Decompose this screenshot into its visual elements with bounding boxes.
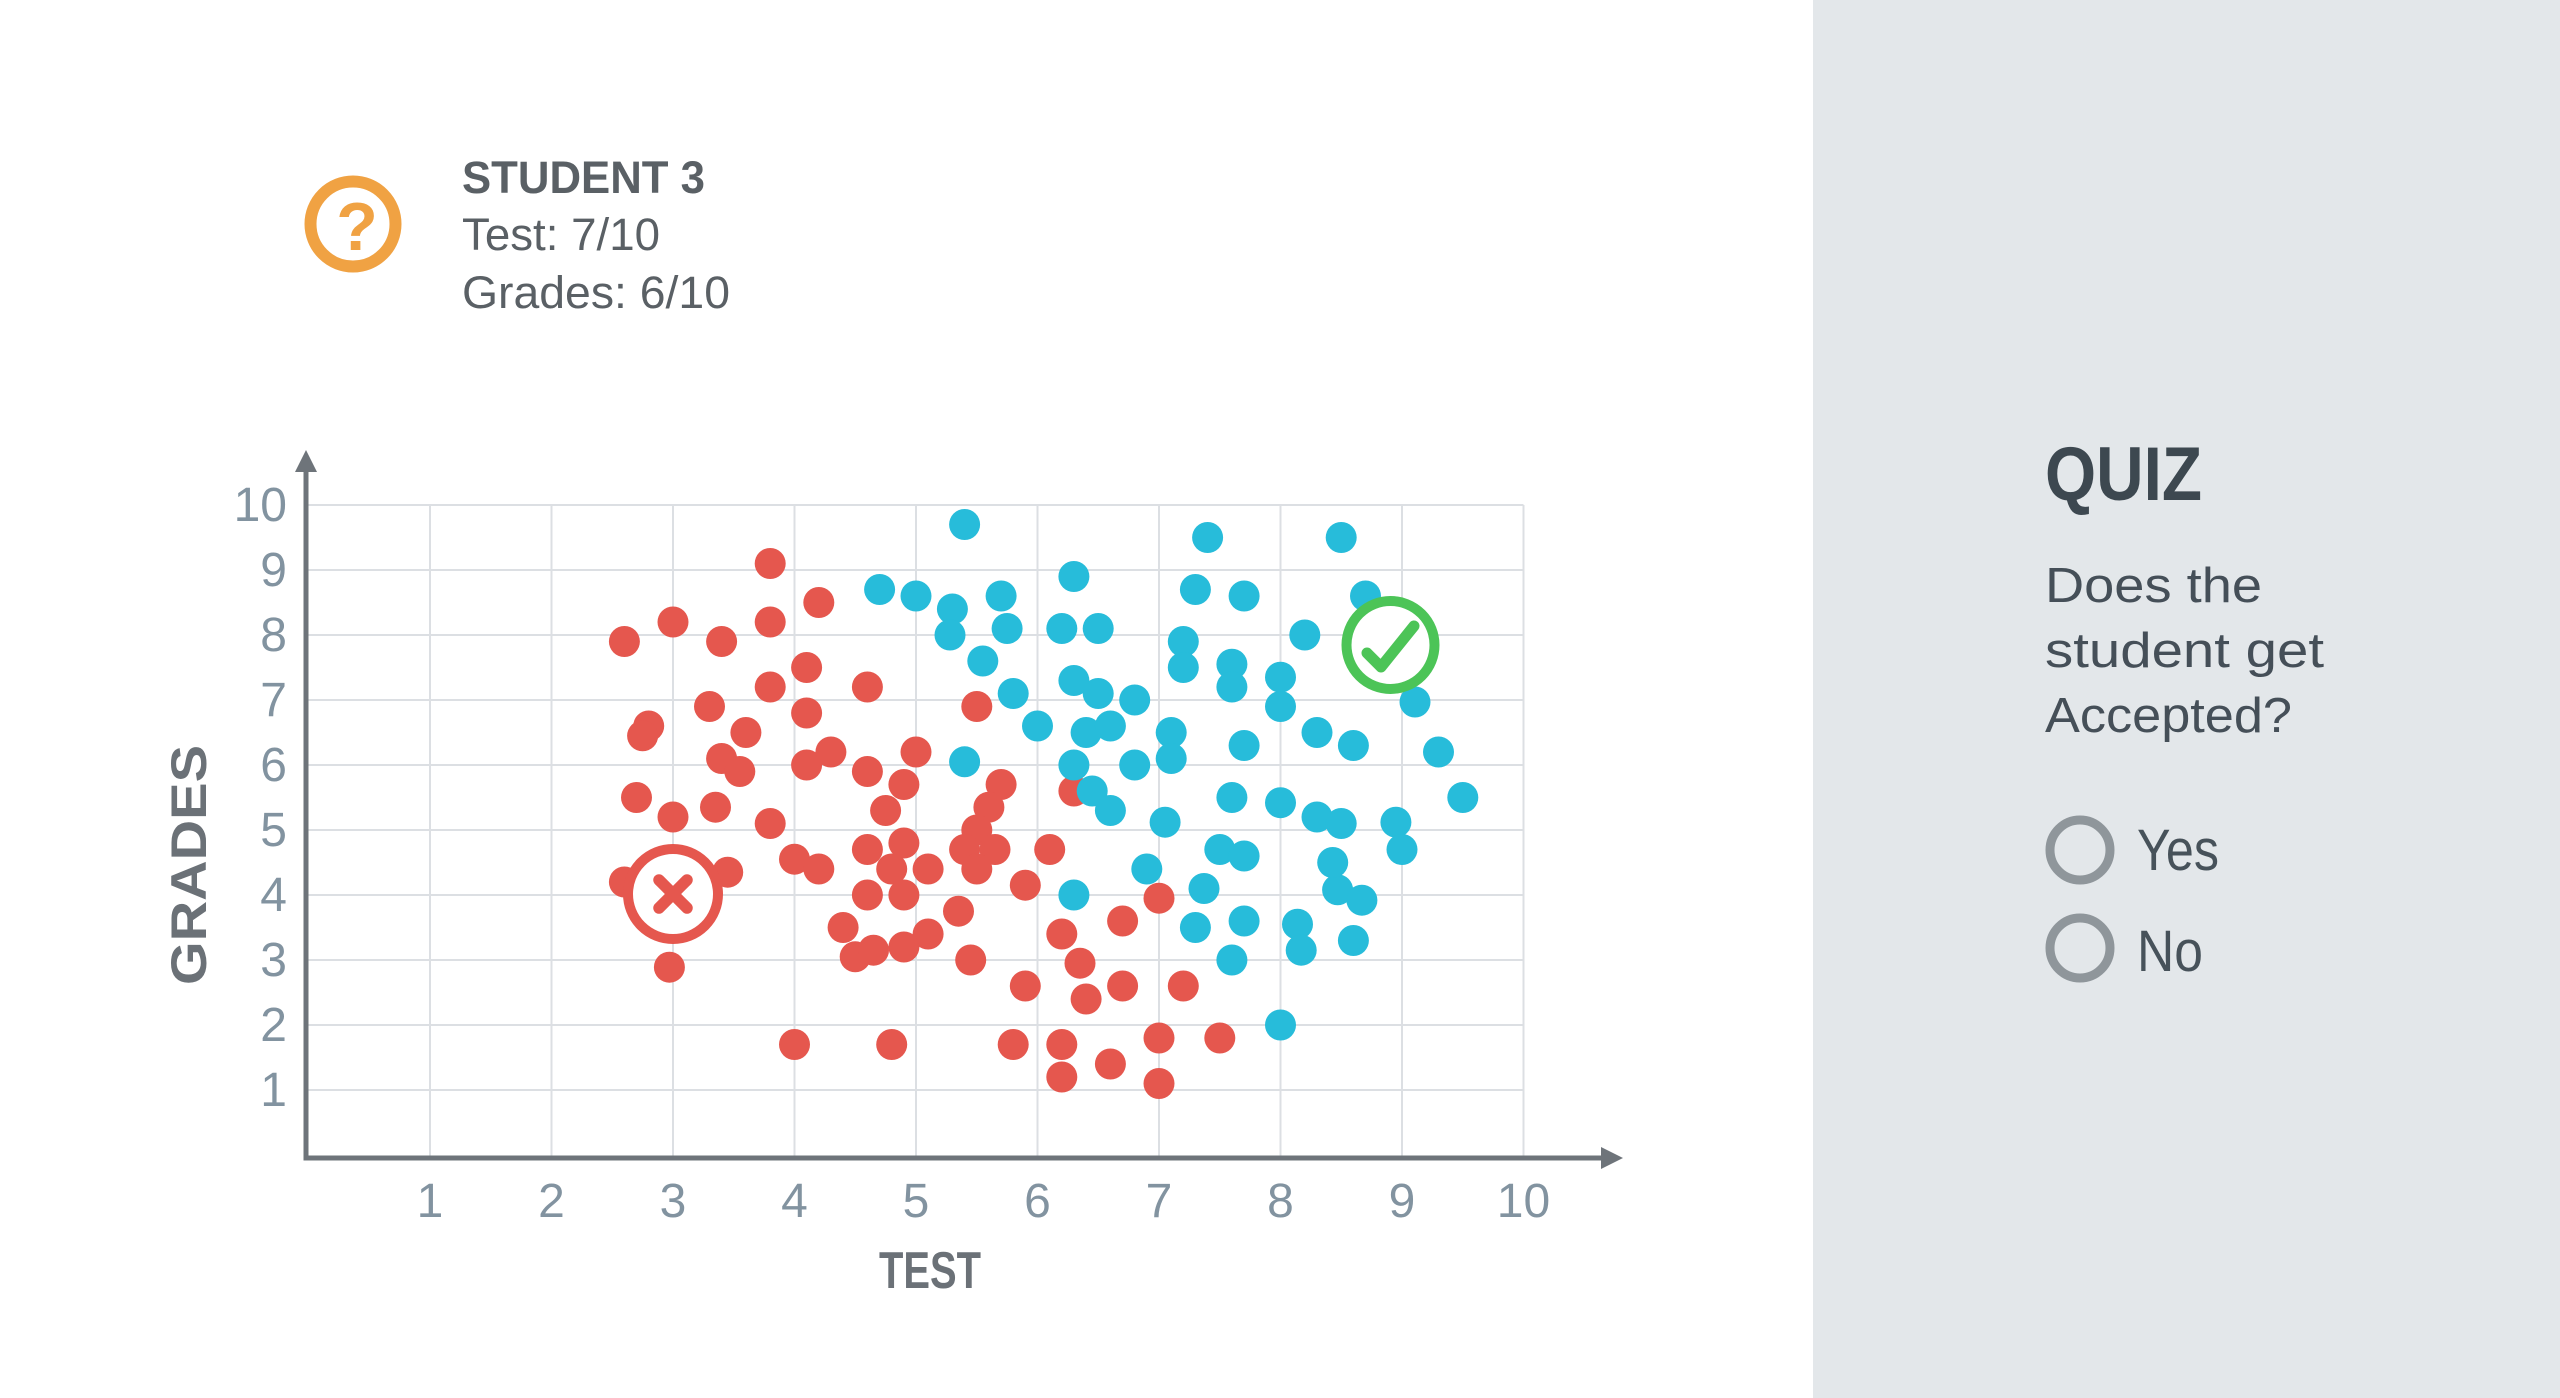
svg-text:2: 2 (538, 1175, 565, 1228)
svg-text:Grades: 6/10: Grades: 6/10 (462, 267, 730, 318)
svg-text:Does the: Does the (2045, 559, 2262, 613)
svg-text:4: 4 (260, 869, 287, 922)
svg-text:9: 9 (260, 544, 287, 597)
svg-text:STUDENT 3: STUDENT 3 (462, 152, 705, 203)
svg-text:Accepted?: Accepted? (2045, 689, 2292, 743)
svg-text:TEST: TEST (879, 1242, 981, 1300)
svg-text:1: 1 (260, 1064, 287, 1117)
svg-text:Test: 7/10: Test: 7/10 (462, 209, 660, 260)
svg-text:10: 10 (1497, 1175, 1550, 1228)
svg-text:7: 7 (260, 674, 287, 727)
svg-text:5: 5 (903, 1175, 930, 1228)
svg-text:Yes: Yes (2137, 818, 2219, 883)
svg-text:5: 5 (260, 804, 287, 857)
svg-text:?: ? (336, 189, 378, 265)
svg-text:6: 6 (260, 739, 287, 792)
svg-text:4: 4 (781, 1175, 808, 1228)
svg-text:8: 8 (1267, 1175, 1294, 1228)
svg-text:1: 1 (417, 1175, 444, 1228)
svg-text:3: 3 (660, 1175, 687, 1228)
svg-text:9: 9 (1389, 1175, 1416, 1228)
svg-text:No: No (2137, 919, 2203, 984)
svg-text:QUIZ: QUIZ (2045, 432, 2202, 517)
svg-text:GRADES: GRADES (161, 745, 217, 985)
svg-text:10: 10 (234, 479, 287, 532)
svg-text:6: 6 (1024, 1175, 1051, 1228)
svg-text:3: 3 (260, 934, 287, 987)
svg-text:2: 2 (260, 999, 287, 1052)
svg-text:8: 8 (260, 609, 287, 662)
svg-text:7: 7 (1146, 1175, 1173, 1228)
svg-text:student get: student get (2045, 624, 2324, 678)
